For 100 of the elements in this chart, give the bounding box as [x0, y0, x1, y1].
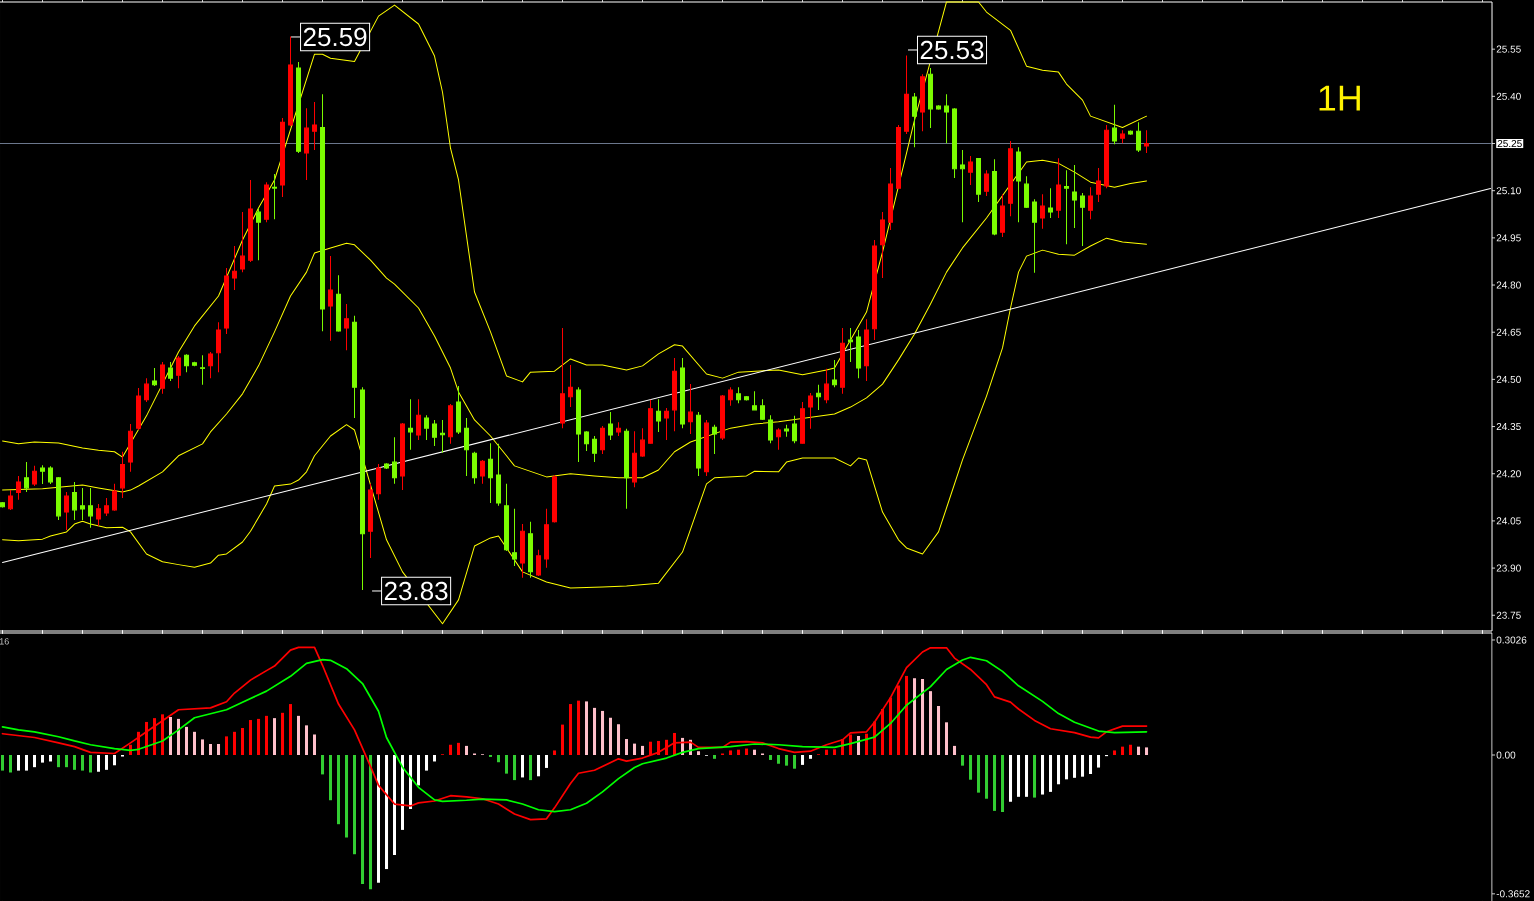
- bar: [552, 750, 557, 756]
- candlestick: [824, 368, 830, 404]
- candlestick: [968, 155, 974, 186]
- bar: [80, 755, 85, 771]
- bar: [1112, 750, 1117, 756]
- candlestick: [368, 483, 374, 559]
- candlestick: [848, 327, 854, 363]
- candlestick: [568, 364, 574, 408]
- candlestick: [952, 108, 958, 179]
- candlestick: [336, 274, 342, 332]
- candlestick: [1056, 157, 1062, 219]
- bar: [560, 724, 565, 756]
- bar: [48, 755, 53, 762]
- candlestick: [232, 245, 238, 291]
- line-series: [2, 1, 1148, 458]
- candlestick: [944, 93, 950, 144]
- candlestick: [608, 411, 614, 441]
- bar: [936, 705, 941, 756]
- bar: [272, 718, 277, 756]
- candlestick: [528, 521, 534, 579]
- candlestick: [400, 423, 406, 491]
- bar: [952, 745, 957, 756]
- bar: [768, 755, 773, 760]
- candlestick: [1000, 193, 1006, 238]
- bar: [512, 755, 517, 781]
- candlestick: [1112, 104, 1118, 145]
- candlestick: [640, 427, 646, 457]
- y-tick-label: 24.20: [1496, 470, 1521, 478]
- bar: [360, 755, 365, 884]
- bar: [744, 748, 749, 756]
- bar: [216, 743, 221, 756]
- candlestick: [376, 463, 382, 501]
- candlestick: [408, 398, 414, 451]
- bar: [240, 728, 245, 756]
- candlestick: [1016, 146, 1022, 223]
- bar: [624, 739, 629, 756]
- candlestick: [328, 255, 334, 342]
- bar: [728, 750, 733, 756]
- candlestick: [176, 355, 182, 389]
- candlestick: [816, 384, 822, 411]
- candlestick: [520, 523, 526, 579]
- candlestick: [192, 362, 198, 366]
- candlestick: [976, 158, 982, 203]
- bar: [264, 715, 269, 756]
- bar: [736, 749, 741, 756]
- candlestick: [1024, 175, 1030, 208]
- bar: [1048, 755, 1053, 792]
- bar: [168, 717, 173, 756]
- candlestick: [632, 430, 638, 488]
- bar: [1096, 755, 1101, 768]
- bar: [1144, 747, 1149, 756]
- bar: [192, 731, 197, 756]
- candlestick: [64, 491, 70, 531]
- candlestick: [600, 425, 606, 455]
- candlestick: [768, 414, 774, 444]
- bar: [1016, 755, 1021, 797]
- candlestick: [480, 460, 486, 485]
- candlestick: [912, 92, 918, 148]
- candlestick: [1144, 129, 1150, 154]
- bar: [544, 755, 549, 768]
- line-series: [2, 237, 1148, 625]
- bar: [224, 736, 229, 756]
- bar: [504, 755, 509, 774]
- bar: [1121, 746, 1125, 756]
- bar: [792, 755, 797, 769]
- y-tick-label: -0.3652: [1496, 890, 1530, 898]
- y-tick-label: 25.25: [1497, 139, 1522, 148]
- candlestick: [344, 303, 350, 351]
- bar: [928, 691, 933, 756]
- bar: [944, 722, 949, 756]
- candlestick: [864, 318, 870, 382]
- bar: [992, 755, 997, 811]
- bar: [1008, 755, 1013, 802]
- bar: [776, 755, 781, 764]
- bar: [968, 755, 973, 780]
- bar: [592, 707, 597, 756]
- candlestick: [1136, 121, 1142, 153]
- bar: [352, 755, 357, 855]
- candlestick: [776, 427, 782, 451]
- bar: [424, 755, 429, 771]
- candlestick: [648, 399, 654, 444]
- candlestick: [456, 385, 462, 435]
- candlestick: [992, 158, 998, 235]
- y-tick-label: 24.50: [1496, 375, 1521, 383]
- candlestick: [752, 390, 758, 411]
- candlestick: [200, 354, 206, 386]
- bar: [432, 755, 437, 762]
- bar: [712, 755, 717, 759]
- bar: [888, 697, 893, 756]
- bar: [392, 755, 397, 855]
- bar: [312, 734, 317, 756]
- candlestick: [512, 508, 518, 567]
- candlestick: [312, 101, 318, 151]
- candlestick: [120, 451, 126, 499]
- y-tick-label: 23.90: [1496, 564, 1521, 572]
- candlestick: [168, 361, 174, 382]
- bar: [632, 743, 637, 756]
- bar: [608, 717, 613, 756]
- y-tick-label: 24.05: [1496, 517, 1521, 525]
- annotation: 23.83: [384, 581, 448, 601]
